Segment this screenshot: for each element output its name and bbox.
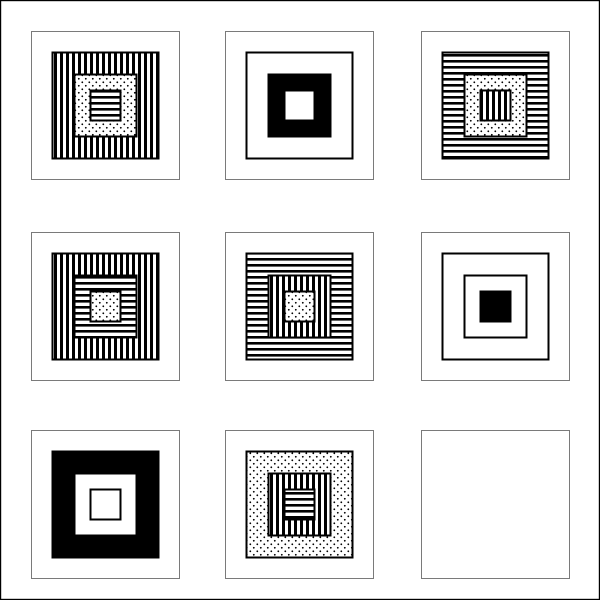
inner-square-outline (283, 89, 316, 122)
puzzle-cell-r3c1 (31, 430, 180, 579)
middle-square-outline (463, 73, 528, 138)
puzzle-cell-r1c3 (421, 31, 570, 180)
middle-square-outline (267, 274, 332, 339)
outer-square-outline (441, 252, 550, 361)
inner-square-outline (89, 290, 122, 323)
inner-square-horizontal-stripes (90, 90, 121, 121)
outer-square-outline (245, 252, 354, 361)
outer-square-outline (245, 51, 354, 160)
inner-square-outline (89, 89, 122, 122)
inner-square-dotted (90, 291, 121, 322)
middle-square-outline (73, 274, 138, 339)
inner-square-horizontal-stripes (284, 489, 315, 520)
puzzle-grid (31, 31, 570, 579)
answer-cell-empty[interactable] (421, 430, 570, 579)
middle-square-outline (73, 73, 138, 138)
puzzle-cell-r1c1 (31, 31, 180, 180)
outer-square-outline (441, 51, 550, 160)
inner-square-outline (89, 488, 122, 521)
outer-square-outline (245, 450, 354, 559)
inner-square-outline (283, 488, 316, 521)
puzzle-cell-r1c2 (225, 31, 374, 180)
puzzle-cell-r2c2 (225, 232, 374, 381)
inner-square-white (90, 489, 121, 520)
middle-square-outline (267, 472, 332, 537)
inner-square-solid-black (480, 291, 511, 322)
puzzle-cell-r3c2 (225, 430, 374, 579)
outer-square-outline (51, 51, 160, 160)
cell-card (421, 430, 570, 579)
outer-square-outline (51, 450, 160, 559)
inner-square-vertical-stripes (480, 90, 511, 121)
inner-square-dotted (284, 291, 315, 322)
middle-square-outline (463, 274, 528, 339)
middle-square-outline (267, 73, 332, 138)
inner-square-outline (283, 290, 316, 323)
inner-square-white (284, 90, 315, 121)
puzzle-cell-r2c1 (31, 232, 180, 381)
puzzle-cell-r2c3 (421, 232, 570, 381)
inner-square-outline (479, 89, 512, 122)
middle-square-outline (73, 472, 138, 537)
inner-square-outline (479, 290, 512, 323)
outer-square-outline (51, 252, 160, 361)
